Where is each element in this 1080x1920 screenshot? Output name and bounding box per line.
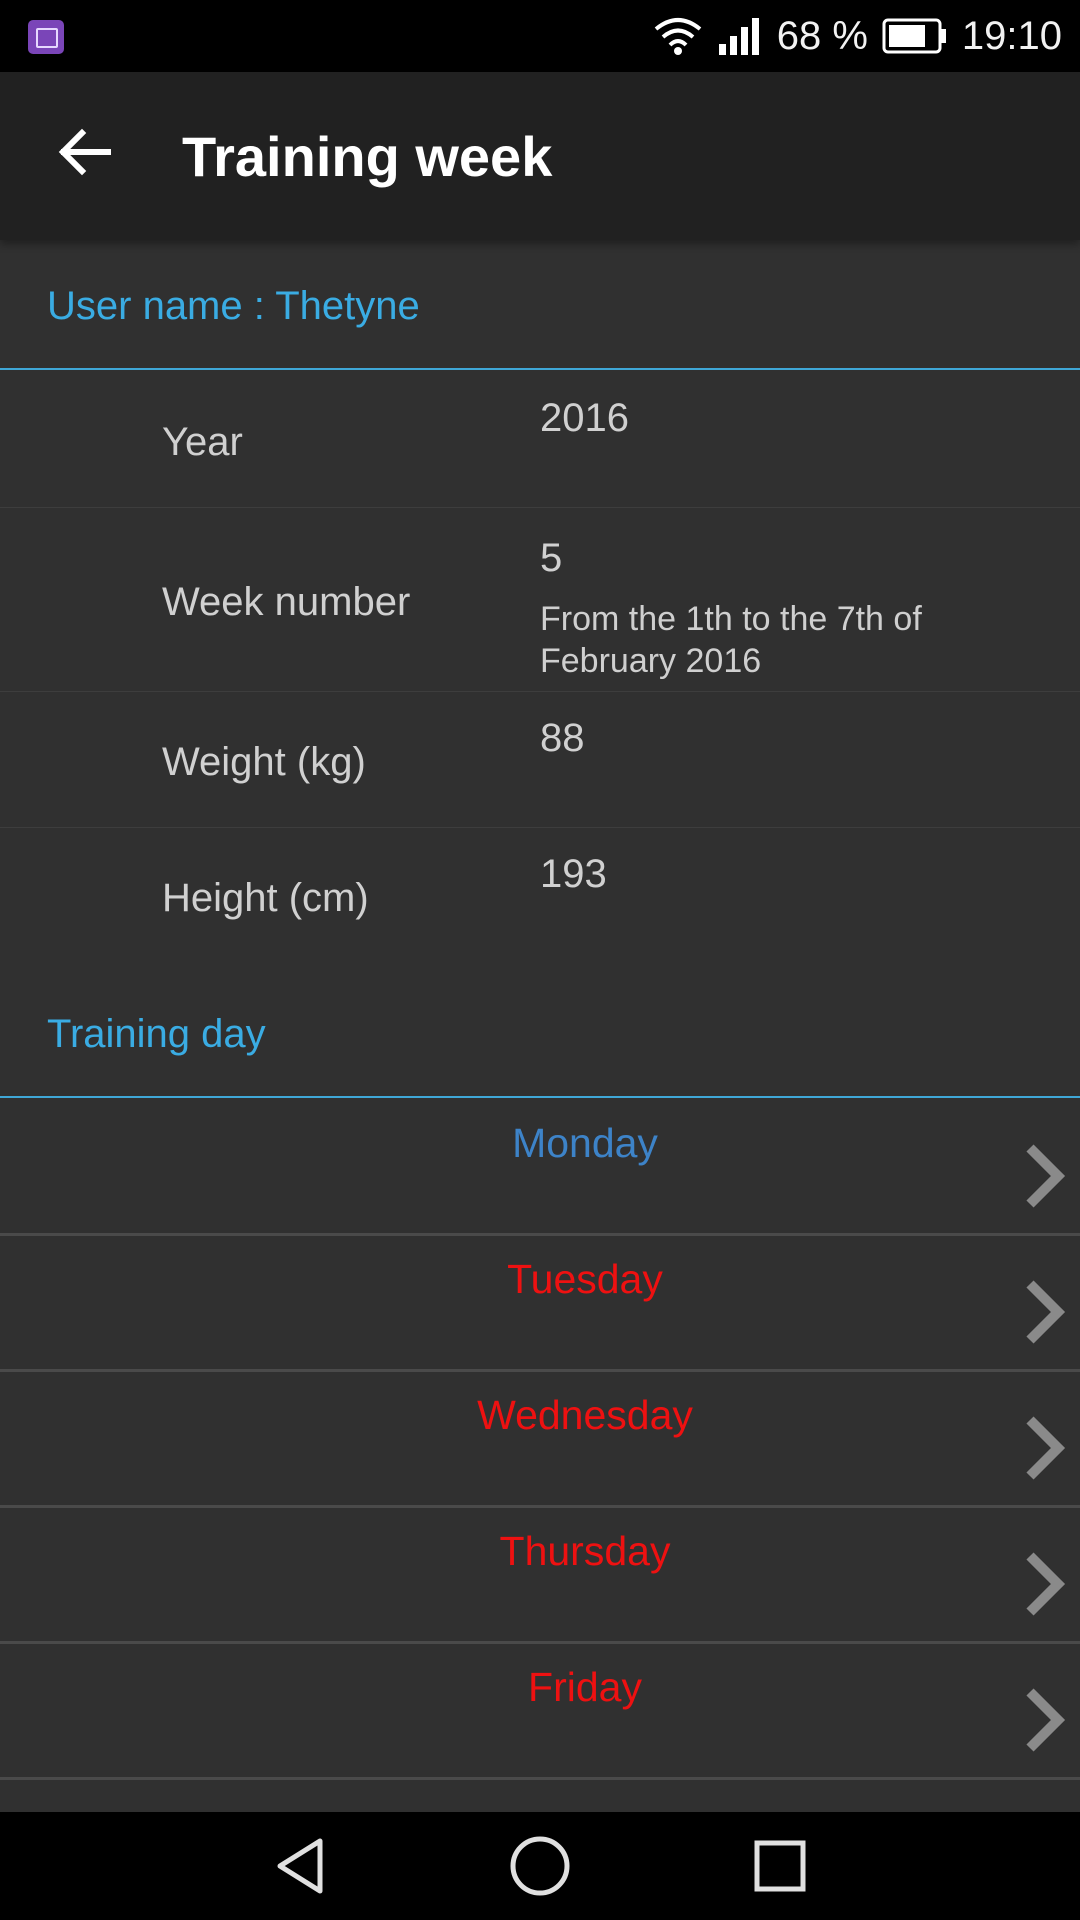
day-label: Thursday — [499, 1528, 671, 1574]
battery-icon — [882, 18, 948, 54]
year-label: Year — [162, 420, 243, 464]
page-title: Training week — [182, 125, 553, 188]
home-circle-icon — [510, 1836, 570, 1896]
day-label: Monday — [512, 1120, 658, 1166]
signal-icon — [717, 16, 763, 56]
year-row[interactable]: Year 2016 — [0, 372, 1080, 508]
back-triangle-icon — [277, 1838, 323, 1894]
nav-home-button[interactable] — [500, 1826, 580, 1906]
navigation-bar — [0, 1812, 1080, 1920]
nav-recents-button[interactable] — [740, 1826, 820, 1906]
gallery-app-icon — [28, 20, 64, 54]
day-item-thursday[interactable]: Thursday — [0, 1508, 1080, 1644]
recents-square-icon — [754, 1840, 806, 1892]
week-date-range: From the 1th to the 7th of February 2016 — [540, 600, 922, 680]
day-label: Tuesday — [507, 1256, 663, 1302]
day-item-tuesday[interactable]: Tuesday — [0, 1236, 1080, 1372]
weight-label: Weight (kg) — [162, 740, 366, 784]
back-button[interactable] — [44, 112, 124, 192]
chevron-right-icon — [1026, 1688, 1066, 1752]
week-number-value: 5 — [540, 536, 563, 580]
weight-value: 88 — [540, 716, 585, 760]
day-item-wednesday[interactable]: Wednesday — [0, 1372, 1080, 1508]
user-name-label: User name : Thetyne — [47, 284, 420, 328]
chevron-right-icon — [1026, 1280, 1066, 1344]
wifi-icon — [653, 16, 703, 56]
arrow-left-icon — [58, 128, 111, 176]
height-row[interactable]: Height (cm) 193 — [0, 828, 1080, 964]
chevron-right-icon — [1026, 1552, 1066, 1616]
week-number-label: Week number — [162, 580, 411, 624]
status-right: 68 % 19:10 — [653, 0, 1062, 72]
training-day-label: Training day — [47, 1012, 266, 1056]
day-label: Friday — [528, 1664, 642, 1710]
user-name-header: User name : Thetyne — [0, 242, 1080, 370]
weight-row[interactable]: Weight (kg) 88 — [0, 692, 1080, 828]
app-bar — [0, 72, 1080, 240]
day-item-monday[interactable]: Monday — [0, 1100, 1080, 1236]
status-time: 19:10 — [961, 13, 1062, 58]
battery-percent: 68 % — [776, 13, 868, 58]
day-item-friday[interactable]: Friday — [0, 1644, 1080, 1780]
week-number-row[interactable]: Week number 5 From the 1th to the 7th of… — [0, 508, 1080, 692]
height-value: 193 — [540, 852, 607, 896]
chevron-right-icon — [1026, 1416, 1066, 1480]
nav-back-button[interactable] — [260, 1826, 340, 1906]
day-label: Wednesday — [477, 1392, 693, 1438]
training-day-header: Training day — [0, 970, 1080, 1098]
status-bar: 68 % 19:10 — [0, 0, 1080, 72]
year-value: 2016 — [540, 396, 629, 440]
chevron-right-icon — [1026, 1144, 1066, 1208]
height-label: Height (cm) — [162, 876, 369, 920]
